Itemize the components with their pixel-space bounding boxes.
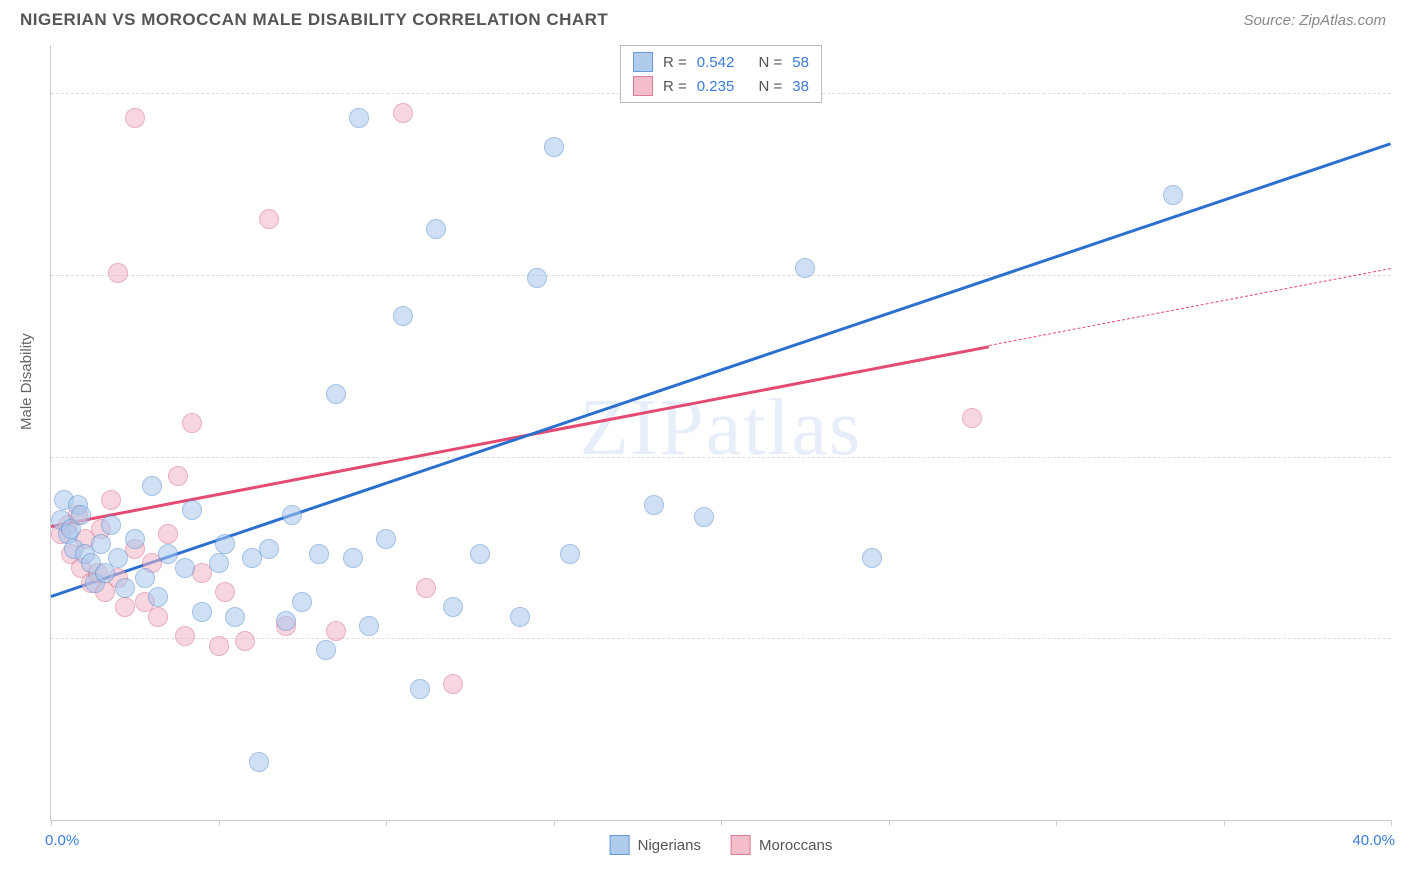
trend-line-dashed bbox=[989, 268, 1391, 346]
point-moroccans bbox=[175, 626, 195, 646]
gridline bbox=[51, 457, 1391, 458]
y-axis-title: Male Disability bbox=[18, 333, 35, 430]
point-nigerians bbox=[862, 548, 882, 568]
point-moroccans bbox=[158, 524, 178, 544]
point-nigerians bbox=[225, 607, 245, 627]
point-nigerians bbox=[470, 544, 490, 564]
point-nigerians bbox=[376, 529, 396, 549]
point-moroccans bbox=[215, 582, 235, 602]
x-max-label: 40.0% bbox=[1352, 832, 1395, 849]
x-tick bbox=[1224, 820, 1225, 826]
point-nigerians bbox=[142, 476, 162, 496]
x-tick bbox=[1056, 820, 1057, 826]
point-nigerians bbox=[292, 592, 312, 612]
r-value-nigerians: 0.542 bbox=[697, 54, 735, 71]
point-nigerians bbox=[135, 568, 155, 588]
y-tick-label: 15.0% bbox=[1396, 448, 1406, 465]
point-nigerians bbox=[349, 108, 369, 128]
r-label: R = bbox=[663, 54, 687, 71]
chart-title: NIGERIAN VS MOROCCAN MALE DISABILITY COR… bbox=[20, 10, 608, 30]
point-nigerians bbox=[182, 500, 202, 520]
n-label: N = bbox=[759, 54, 783, 71]
x-axis-labels: 0.0% 40.0% bbox=[50, 832, 1390, 862]
x-tick bbox=[889, 820, 890, 826]
point-moroccans bbox=[148, 607, 168, 627]
point-moroccans bbox=[115, 597, 135, 617]
x-tick bbox=[721, 820, 722, 826]
x-tick bbox=[51, 820, 52, 826]
point-nigerians bbox=[259, 539, 279, 559]
point-moroccans bbox=[443, 674, 463, 694]
point-nigerians bbox=[410, 679, 430, 699]
point-moroccans bbox=[962, 408, 982, 428]
x-tick bbox=[1391, 820, 1392, 826]
point-nigerians bbox=[71, 505, 91, 525]
point-moroccans bbox=[108, 263, 128, 283]
gridline bbox=[51, 275, 1391, 276]
point-nigerians bbox=[316, 640, 336, 660]
point-nigerians bbox=[443, 597, 463, 617]
swatch-nigerians bbox=[633, 52, 653, 72]
r-value-moroccans: 0.235 bbox=[697, 78, 735, 95]
point-nigerians bbox=[527, 268, 547, 288]
point-moroccans bbox=[209, 636, 229, 656]
n-value-nigerians: 58 bbox=[792, 54, 809, 71]
source-label: Source: ZipAtlas.com bbox=[1243, 12, 1386, 29]
point-nigerians bbox=[91, 534, 111, 554]
point-nigerians bbox=[192, 602, 212, 622]
point-nigerians bbox=[326, 384, 346, 404]
point-nigerians bbox=[560, 544, 580, 564]
x-tick bbox=[219, 820, 220, 826]
point-moroccans bbox=[182, 413, 202, 433]
point-nigerians bbox=[426, 219, 446, 239]
point-nigerians bbox=[115, 578, 135, 598]
legend-correlation: R = 0.542 N = 58 R = 0.235 N = 38 bbox=[620, 45, 822, 103]
point-moroccans bbox=[101, 490, 121, 510]
point-nigerians bbox=[101, 515, 121, 535]
point-nigerians bbox=[209, 553, 229, 573]
point-nigerians bbox=[544, 137, 564, 157]
point-moroccans bbox=[125, 108, 145, 128]
point-nigerians bbox=[393, 306, 413, 326]
point-nigerians bbox=[795, 258, 815, 278]
point-moroccans bbox=[235, 631, 255, 651]
point-nigerians bbox=[175, 558, 195, 578]
point-moroccans bbox=[393, 103, 413, 123]
point-nigerians bbox=[282, 505, 302, 525]
point-nigerians bbox=[125, 529, 145, 549]
point-nigerians bbox=[309, 544, 329, 564]
point-nigerians bbox=[694, 507, 714, 527]
point-nigerians bbox=[276, 611, 296, 631]
point-nigerians bbox=[249, 752, 269, 772]
x-min-label: 0.0% bbox=[45, 832, 79, 849]
point-moroccans bbox=[259, 209, 279, 229]
point-nigerians bbox=[644, 495, 664, 515]
point-moroccans bbox=[416, 578, 436, 598]
point-nigerians bbox=[148, 587, 168, 607]
point-nigerians bbox=[343, 548, 363, 568]
y-tick-label: 30.0% bbox=[1396, 85, 1406, 102]
chart-plot-area: ZIPatlas R = 0.542 N = 58 R = 0.235 N = … bbox=[50, 45, 1391, 821]
point-nigerians bbox=[215, 534, 235, 554]
point-nigerians bbox=[158, 544, 178, 564]
y-tick-label: 22.5% bbox=[1396, 267, 1406, 284]
point-nigerians bbox=[1163, 185, 1183, 205]
x-tick bbox=[554, 820, 555, 826]
point-moroccans bbox=[326, 621, 346, 641]
swatch-moroccans bbox=[633, 76, 653, 96]
n-label: N = bbox=[759, 78, 783, 95]
x-tick bbox=[386, 820, 387, 826]
point-moroccans bbox=[168, 466, 188, 486]
legend-row-nigerians: R = 0.542 N = 58 bbox=[633, 50, 809, 74]
n-value-moroccans: 38 bbox=[792, 78, 809, 95]
y-tick-label: 7.5% bbox=[1396, 630, 1406, 647]
r-label: R = bbox=[663, 78, 687, 95]
trend-line bbox=[51, 142, 1392, 598]
legend-row-moroccans: R = 0.235 N = 38 bbox=[633, 74, 809, 98]
point-nigerians bbox=[359, 616, 379, 636]
point-nigerians bbox=[510, 607, 530, 627]
point-nigerians bbox=[108, 548, 128, 568]
